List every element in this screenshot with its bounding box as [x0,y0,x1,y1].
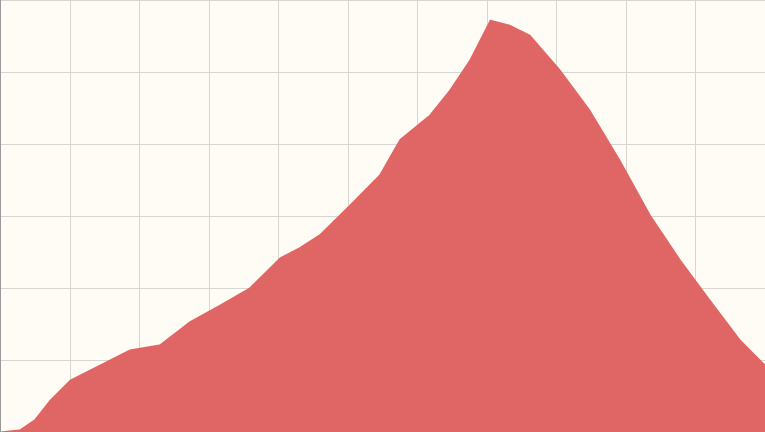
marks [0,19,765,432]
area [0,19,765,432]
